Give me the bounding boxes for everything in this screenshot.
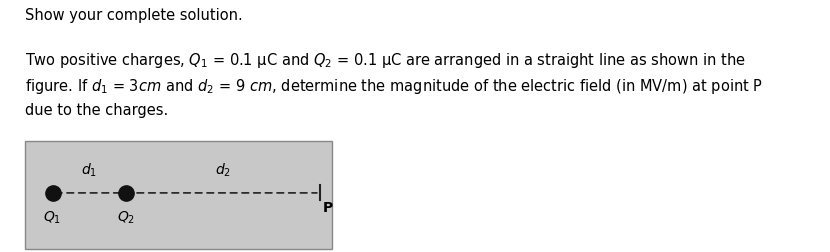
Bar [25, 141, 332, 249]
Text: $Q_2$: $Q_2$ [117, 208, 135, 225]
Text: $d_1$: $d_1$ [81, 161, 97, 178]
Text: P: P [323, 201, 334, 215]
Text: $d_2$: $d_2$ [215, 161, 231, 178]
Text: Two positive charges, $Q_1$ = 0.1 μC and $Q_2$ = 0.1 μC are arranged in a straig: Two positive charges, $Q_1$ = 0.1 μC and… [25, 50, 763, 117]
Text: $Q_1$: $Q_1$ [43, 208, 61, 225]
Text: Show your complete solution.: Show your complete solution. [25, 8, 242, 22]
